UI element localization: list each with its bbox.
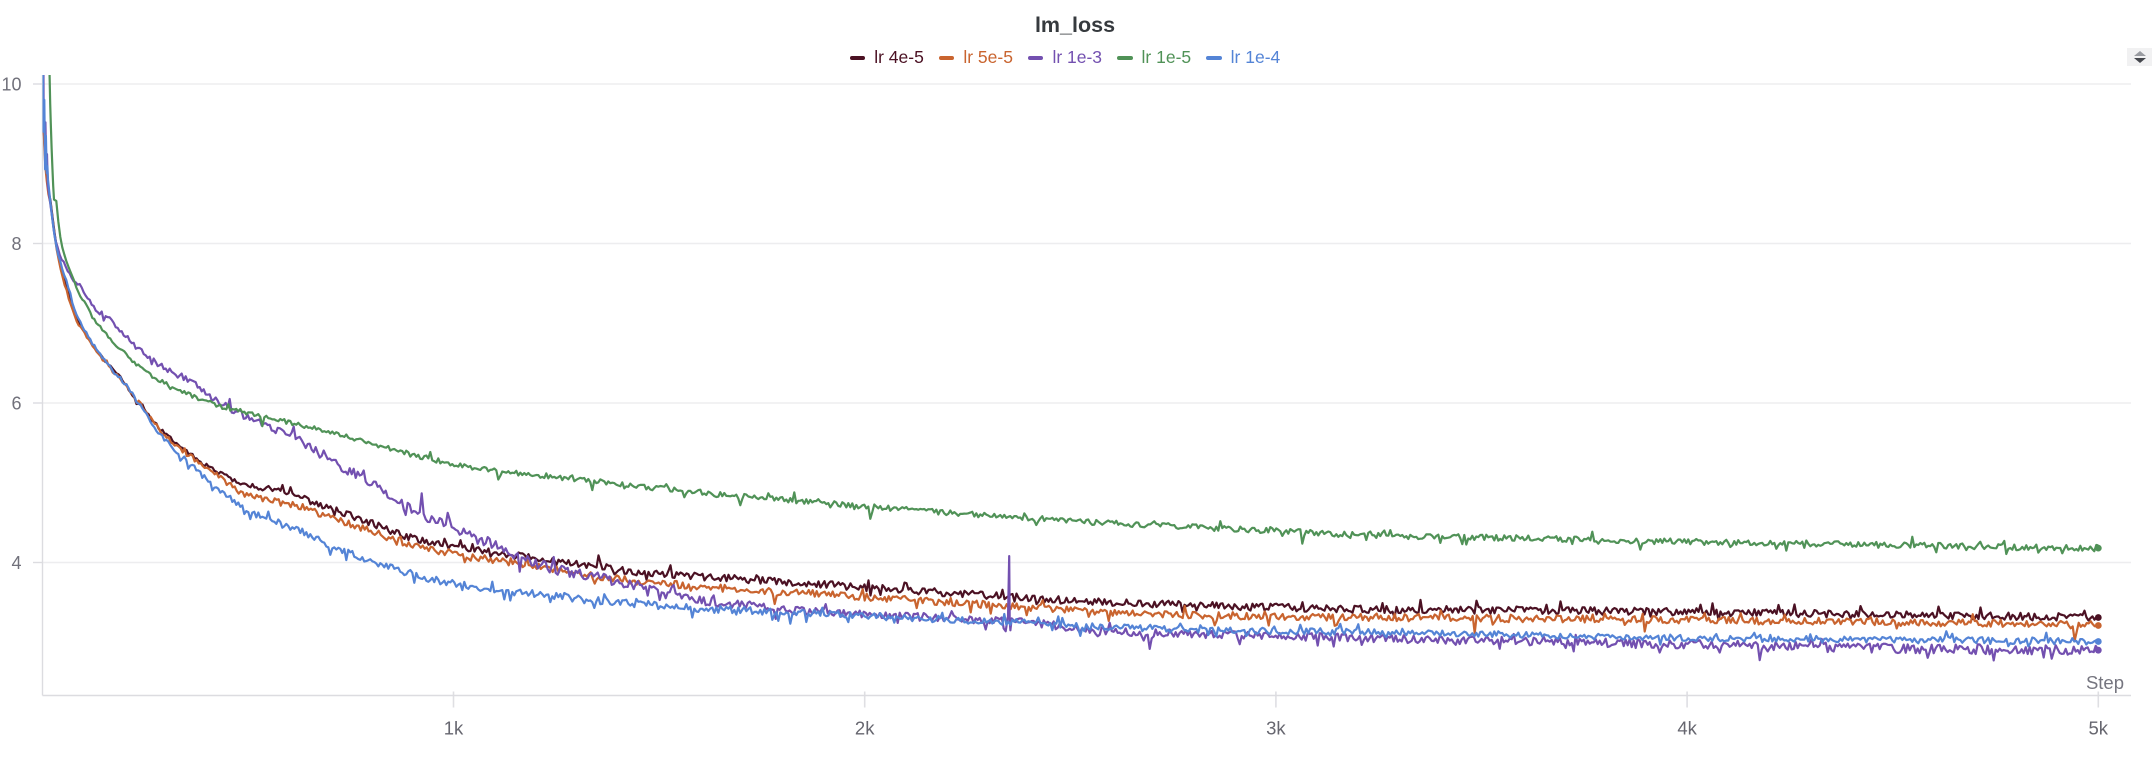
svg-text:1k: 1k [444,718,464,739]
svg-text:Step: Step [2086,672,2124,693]
svg-text:4k: 4k [1677,718,1697,739]
svg-text:10: 10 [1,75,21,95]
svg-text:2k: 2k [855,718,875,739]
svg-text:8: 8 [11,234,21,254]
svg-text:3k: 3k [1266,718,1286,739]
svg-text:4: 4 [11,553,21,573]
svg-text:6: 6 [11,394,21,414]
svg-text:5k: 5k [2089,718,2109,739]
